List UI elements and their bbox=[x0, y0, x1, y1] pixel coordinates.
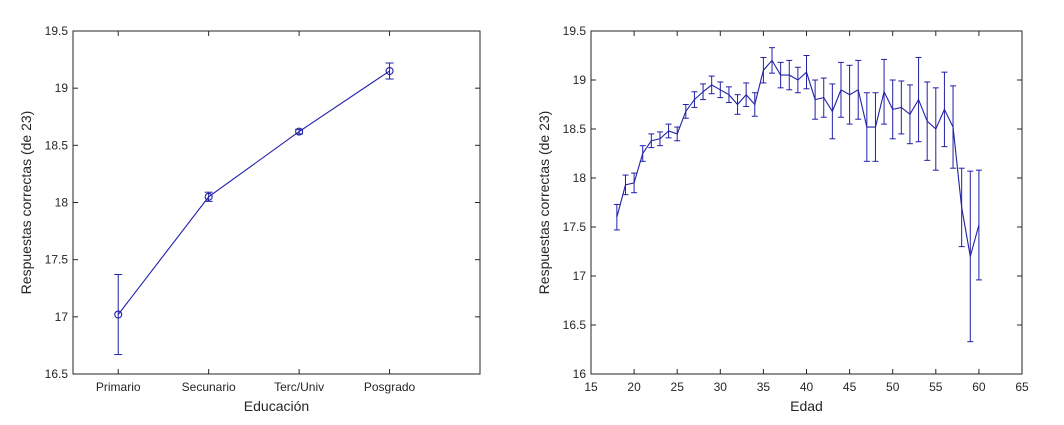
x-tick-label: 50 bbox=[886, 380, 900, 394]
y-axis-label: Respuestas correctas (de 23) bbox=[536, 111, 552, 295]
education-chart: 16.5 17 17.5 18 18.5 19 19.5 Primario Secunario T… bbox=[18, 24, 481, 414]
x-tick-label: 65 bbox=[1015, 380, 1029, 394]
data-point bbox=[114, 310, 123, 319]
series-line bbox=[117, 70, 390, 315]
y-axis-label: Respuestas correctas (de 23) bbox=[18, 111, 34, 295]
x-tick-label: 45 bbox=[843, 380, 857, 394]
y-tick-label: 19.5 bbox=[45, 24, 69, 38]
x-tick-label: Secunario bbox=[182, 380, 236, 394]
data-point bbox=[204, 192, 213, 201]
y-tick-label: 18 bbox=[573, 171, 587, 185]
y-tick-label: 17.5 bbox=[563, 220, 587, 234]
age-chart: 16 16.5 17 17.5 18 18.5 19 19.5 15 20 25 30 35 40 45 50… bbox=[536, 24, 1029, 414]
x-tick-label: 40 bbox=[800, 380, 814, 394]
x-tick-label: 55 bbox=[929, 380, 943, 394]
data-point bbox=[295, 127, 304, 136]
y-tick-label: 16.5 bbox=[563, 318, 587, 332]
x-tick-label: 30 bbox=[714, 380, 728, 394]
y-tick-label: 17 bbox=[573, 269, 587, 283]
x-tick-label: Posgrado bbox=[364, 380, 416, 394]
x-tick-label: 15 bbox=[584, 380, 598, 394]
y-tick-label: 16 bbox=[573, 367, 587, 381]
x-tick-label: 20 bbox=[627, 380, 641, 394]
y-tick-label: 18.5 bbox=[45, 138, 69, 152]
x-axis-label: Educación bbox=[244, 398, 309, 414]
y-tick-label: 19 bbox=[573, 73, 587, 87]
y-tick-label: 17 bbox=[55, 310, 69, 324]
y-tick-label: 19.5 bbox=[563, 24, 587, 38]
x-tick-label: 25 bbox=[671, 380, 685, 394]
y-tick-label: 17.5 bbox=[45, 253, 69, 267]
x-tick-label: 60 bbox=[972, 380, 986, 394]
data-point bbox=[385, 66, 394, 76]
y-tick-label: 19 bbox=[55, 81, 69, 95]
x-axis-label: Edad bbox=[790, 398, 823, 414]
y-tick-label: 16.5 bbox=[45, 367, 69, 381]
y-tick-label: 18 bbox=[55, 196, 69, 210]
y-tick-label: 18.5 bbox=[563, 122, 587, 136]
x-tick-label: 35 bbox=[757, 380, 771, 394]
x-tick-label: Primario bbox=[96, 380, 141, 394]
axes-frame bbox=[72, 30, 481, 375]
x-tick-label: Terc/Univ bbox=[274, 380, 324, 394]
